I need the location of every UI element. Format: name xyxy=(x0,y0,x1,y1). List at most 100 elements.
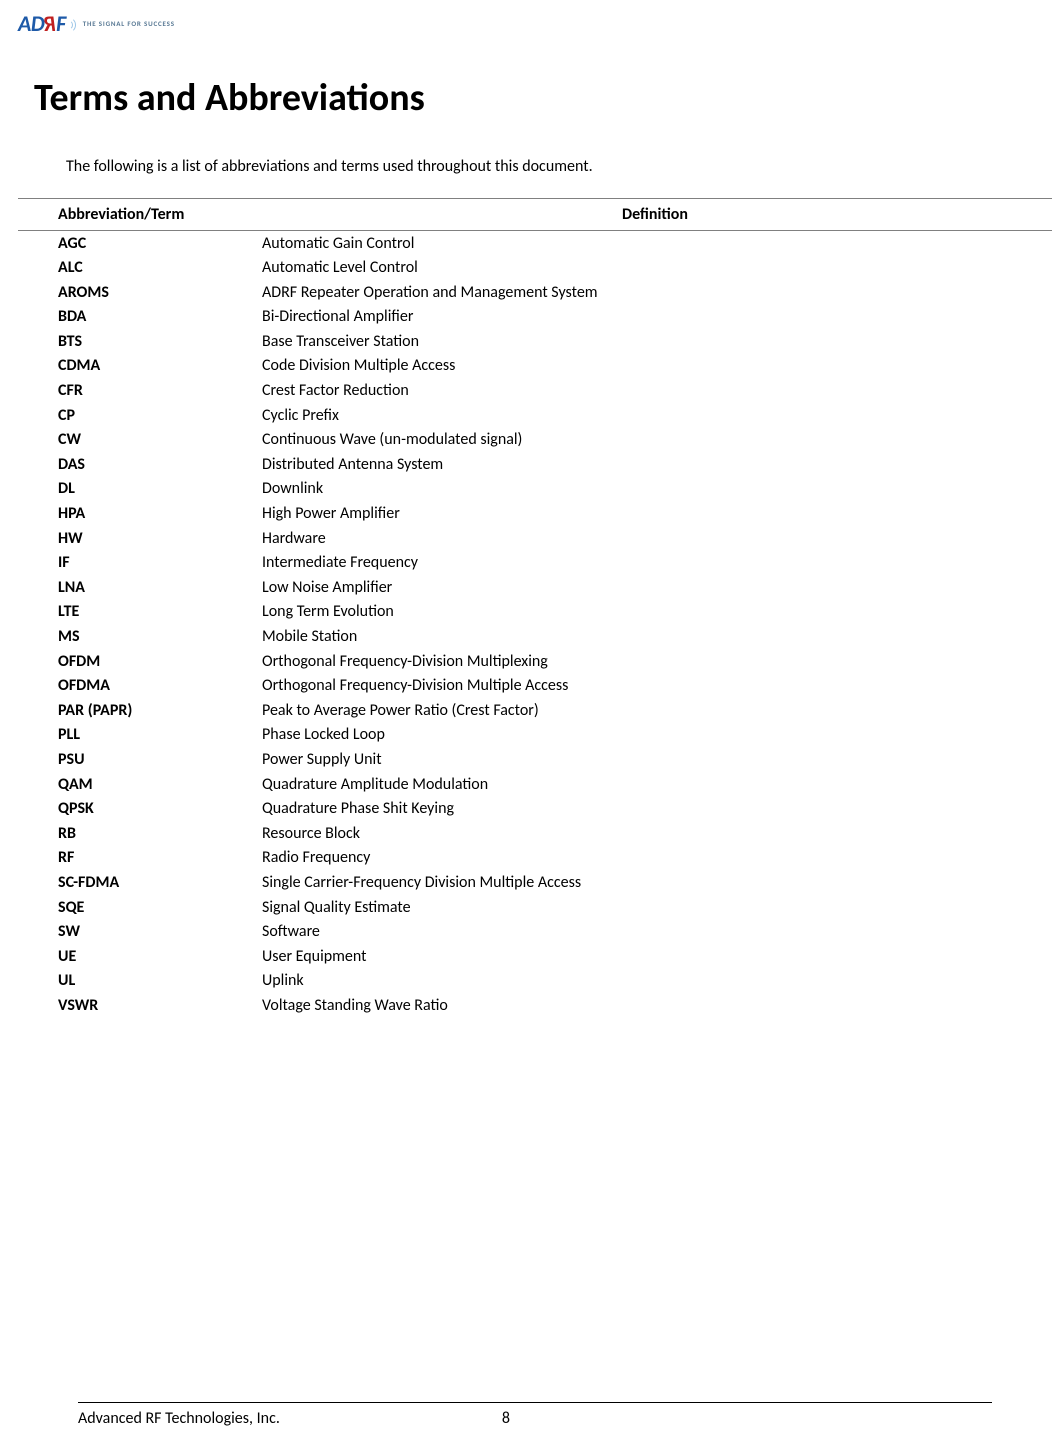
table-row: OFDMAOrthogonal Frequency-Division Multi… xyxy=(18,674,1052,699)
definition-cell: ADRF Repeater Operation and Management S… xyxy=(258,280,1052,305)
table-row: QPSKQuadrature Phase Shit Keying xyxy=(18,797,1052,822)
table-row: HPAHigh Power Amplifier xyxy=(18,502,1052,527)
term-cell: BDA xyxy=(18,305,258,330)
page-footer: Advanced RF Technologies, Inc. 8 xyxy=(78,1402,992,1428)
definition-cell: Intermediate Frequency xyxy=(258,551,1052,576)
term-cell: PAR (PAPR) xyxy=(18,698,258,723)
term-cell: SC-FDMA xyxy=(18,870,258,895)
table-row: HWHardware xyxy=(18,526,1052,551)
term-cell: PLL xyxy=(18,723,258,748)
definition-cell: Single Carrier-Frequency Division Multip… xyxy=(258,870,1052,895)
term-cell: CW xyxy=(18,428,258,453)
definition-cell: Mobile Station xyxy=(258,625,1052,650)
definition-cell: High Power Amplifier xyxy=(258,502,1052,527)
definition-cell: Low Noise Amplifier xyxy=(258,575,1052,600)
definition-cell: Quadrature Phase Shit Keying xyxy=(258,797,1052,822)
definition-cell: Distributed Antenna System xyxy=(258,452,1052,477)
brand-logo: ADRF THE SIGNAL FOR SUCCESS xyxy=(18,10,1052,37)
logo-tagline: THE SIGNAL FOR SUCCESS xyxy=(83,19,175,28)
table-row: BTSBase Transceiver Station xyxy=(18,329,1052,354)
term-cell: HW xyxy=(18,526,258,551)
term-cell: AGC xyxy=(18,231,258,256)
table-row: AROMSADRF Repeater Operation and Managem… xyxy=(18,280,1052,305)
definition-cell: Automatic Level Control xyxy=(258,256,1052,281)
definition-cell: Crest Factor Reduction xyxy=(258,379,1052,404)
table-row: ULUplink xyxy=(18,969,1052,994)
term-cell: UE xyxy=(18,944,258,969)
signal-wave-icon xyxy=(63,17,77,31)
table-row: RFRadio Frequency xyxy=(18,846,1052,871)
table-row: MSMobile Station xyxy=(18,625,1052,650)
footer-page-number: 8 xyxy=(20,1409,992,1428)
table-row: RBResource Block xyxy=(18,821,1052,846)
table-row: DLDownlink xyxy=(18,477,1052,502)
term-cell: LNA xyxy=(18,575,258,600)
term-cell: ALC xyxy=(18,256,258,281)
table-row: CDMACode Division Multiple Access xyxy=(18,354,1052,379)
table-row: VSWRVoltage Standing Wave Ratio xyxy=(18,993,1052,1018)
definition-cell: Voltage Standing Wave Ratio xyxy=(258,993,1052,1018)
term-cell: LTE xyxy=(18,600,258,625)
term-cell: SW xyxy=(18,920,258,945)
term-cell: RB xyxy=(18,821,258,846)
table-row: PLLPhase Locked Loop xyxy=(18,723,1052,748)
table-row: SQESignal Quality Estimate xyxy=(18,895,1052,920)
term-cell: QAM xyxy=(18,772,258,797)
definition-cell: Orthogonal Frequency-Division Multiple A… xyxy=(258,674,1052,699)
definition-cell: Signal Quality Estimate xyxy=(258,895,1052,920)
table-row: PSUPower Supply Unit xyxy=(18,747,1052,772)
page-title: Terms and Abbreviations xyxy=(34,75,1052,121)
term-cell: UL xyxy=(18,969,258,994)
logo-letter-r: R xyxy=(44,10,56,37)
table-row: LTELong Term Evolution xyxy=(18,600,1052,625)
table-row: PAR (PAPR)Peak to Average Power Ratio (C… xyxy=(18,698,1052,723)
table-row: DASDistributed Antenna System xyxy=(18,452,1052,477)
term-cell: CP xyxy=(18,403,258,428)
term-cell: HPA xyxy=(18,502,258,527)
term-cell: IF xyxy=(18,551,258,576)
definition-cell: Automatic Gain Control xyxy=(258,231,1052,256)
definition-cell: Continuous Wave (un-modulated signal) xyxy=(258,428,1052,453)
table-row: UEUser Equipment xyxy=(18,944,1052,969)
terms-table: Abbreviation/Term Definition AGCAutomati… xyxy=(18,198,1052,1018)
definition-cell: Cyclic Prefix xyxy=(258,403,1052,428)
definition-cell: Software xyxy=(258,920,1052,945)
table-row: CFRCrest Factor Reduction xyxy=(18,379,1052,404)
term-cell: QPSK xyxy=(18,797,258,822)
definition-cell: Orthogonal Frequency-Division Multiplexi… xyxy=(258,649,1052,674)
table-row: ALCAutomatic Level Control xyxy=(18,256,1052,281)
logo-wordmark: ADRF xyxy=(18,10,77,37)
term-cell: AROMS xyxy=(18,280,258,305)
definition-cell: Base Transceiver Station xyxy=(258,329,1052,354)
table-row: AGCAutomatic Gain Control xyxy=(18,231,1052,256)
definition-cell: Radio Frequency xyxy=(258,846,1052,871)
definition-cell: Hardware xyxy=(258,526,1052,551)
definition-cell: Code Division Multiple Access xyxy=(258,354,1052,379)
definition-cell: Uplink xyxy=(258,969,1052,994)
table-row: BDABi-Directional Amplifier xyxy=(18,305,1052,330)
term-cell: SQE xyxy=(18,895,258,920)
table-row: OFDMOrthogonal Frequency-Division Multip… xyxy=(18,649,1052,674)
col-header-definition: Definition xyxy=(258,199,1052,231)
table-row: SC-FDMASingle Carrier-Frequency Division… xyxy=(18,870,1052,895)
table-row: CWContinuous Wave (un-modulated signal) xyxy=(18,428,1052,453)
term-cell: RF xyxy=(18,846,258,871)
table-row: QAMQuadrature Amplitude Modulation xyxy=(18,772,1052,797)
definition-cell: Peak to Average Power Ratio (Crest Facto… xyxy=(258,698,1052,723)
term-cell: DAS xyxy=(18,452,258,477)
logo-letter-d: D xyxy=(31,10,44,37)
table-row: IFIntermediate Frequency xyxy=(18,551,1052,576)
term-cell: VSWR xyxy=(18,993,258,1018)
definition-cell: Bi-Directional Amplifier xyxy=(258,305,1052,330)
definition-cell: Quadrature Amplitude Modulation xyxy=(258,772,1052,797)
logo-letter-a: A xyxy=(18,10,31,37)
intro-text: The following is a list of abbreviations… xyxy=(66,157,1052,176)
term-cell: DL xyxy=(18,477,258,502)
term-cell: BTS xyxy=(18,329,258,354)
definition-cell: User Equipment xyxy=(258,944,1052,969)
definition-cell: Power Supply Unit xyxy=(258,747,1052,772)
term-cell: CDMA xyxy=(18,354,258,379)
term-cell: OFDM xyxy=(18,649,258,674)
definition-cell: Downlink xyxy=(258,477,1052,502)
definition-cell: Resource Block xyxy=(258,821,1052,846)
